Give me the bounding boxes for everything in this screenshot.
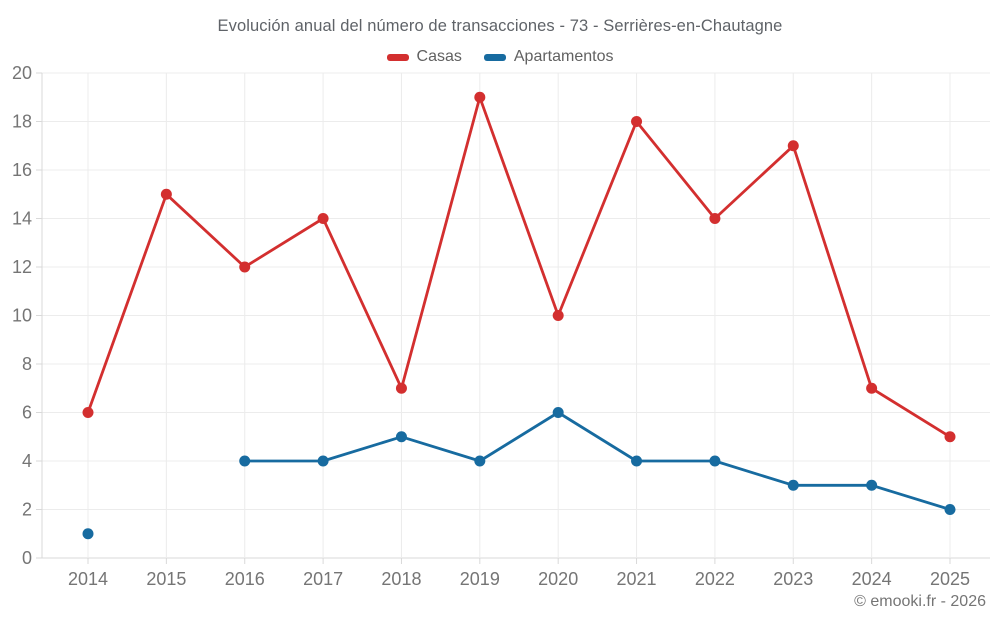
legend-item-casas[interactable]: Casas — [386, 48, 462, 66]
apartamentos-point[interactable] — [944, 504, 956, 515]
copyright-text: © emooki.fr - 2026 — [854, 593, 986, 610]
y-tick-label: 12 — [12, 257, 32, 277]
casas-point[interactable] — [82, 407, 94, 418]
chart-legend: Casas Apartamentos — [0, 48, 1000, 66]
casas-legend-swatch-icon — [386, 53, 409, 61]
x-tick-label: 2022 — [695, 569, 735, 589]
apartamentos-legend-swatch-icon — [483, 53, 506, 61]
casas-point[interactable] — [239, 261, 251, 273]
casas-point[interactable] — [944, 431, 956, 443]
apartamentos-point[interactable] — [317, 455, 329, 467]
legend-item-apartamentos[interactable]: Apartamentos — [483, 48, 614, 66]
apartamentos-point[interactable] — [395, 431, 407, 443]
apartamentos-line — [243, 411, 952, 511]
apartamentos-point[interactable] — [239, 455, 251, 467]
y-tick-label: 20 — [12, 63, 32, 83]
apartamentos-point[interactable] — [787, 479, 799, 491]
casas-legend-label: Casas — [416, 48, 462, 65]
casas-point[interactable] — [866, 382, 878, 394]
x-tick-label: 2019 — [460, 569, 500, 589]
apartamentos-point[interactable] — [866, 479, 878, 491]
x-tick-label: 2021 — [617, 569, 657, 589]
apartamentos-point[interactable] — [82, 528, 94, 540]
casas-point[interactable] — [395, 382, 407, 394]
apartamentos-legend-label: Apartamentos — [513, 48, 614, 65]
y-tick-label: 14 — [12, 209, 32, 229]
x-tick-label: 2016 — [225, 569, 265, 589]
casas-point[interactable] — [709, 213, 721, 224]
apartamentos-point[interactable] — [631, 455, 643, 467]
casas-point[interactable] — [552, 310, 564, 321]
x-tick-label: 2015 — [146, 569, 186, 589]
casas-point[interactable] — [474, 91, 486, 103]
y-tick-label: 0 — [22, 548, 32, 568]
apartamentos-point[interactable] — [474, 455, 486, 467]
y-tick-label: 6 — [22, 403, 32, 423]
apartamentos-point[interactable] — [709, 455, 721, 467]
casas-point[interactable] — [317, 213, 329, 224]
chart-title: Evolución anual del número de transaccio… — [217, 17, 783, 35]
y-tick-label: 16 — [12, 160, 32, 180]
apartamentos-point[interactable] — [552, 407, 564, 418]
x-tick-label: 2025 — [930, 569, 970, 589]
casas-point[interactable] — [631, 116, 643, 127]
x-tick-label: 2018 — [381, 569, 421, 589]
x-tick-label: 2017 — [303, 569, 343, 589]
casas-point[interactable] — [160, 188, 172, 200]
x-tick-label: 2024 — [852, 569, 892, 589]
casas-line — [86, 95, 952, 439]
x-tick-label: 2023 — [773, 569, 813, 589]
y-tick-label: 8 — [22, 354, 32, 374]
x-tick-label: 2014 — [68, 569, 108, 589]
y-tick-label: 4 — [22, 451, 32, 471]
y-tick-label: 2 — [22, 500, 32, 520]
x-tick-label: 2020 — [538, 569, 578, 589]
y-tick-label: 10 — [12, 306, 32, 326]
y-tick-label: 18 — [12, 112, 32, 132]
casas-point[interactable] — [787, 140, 799, 152]
